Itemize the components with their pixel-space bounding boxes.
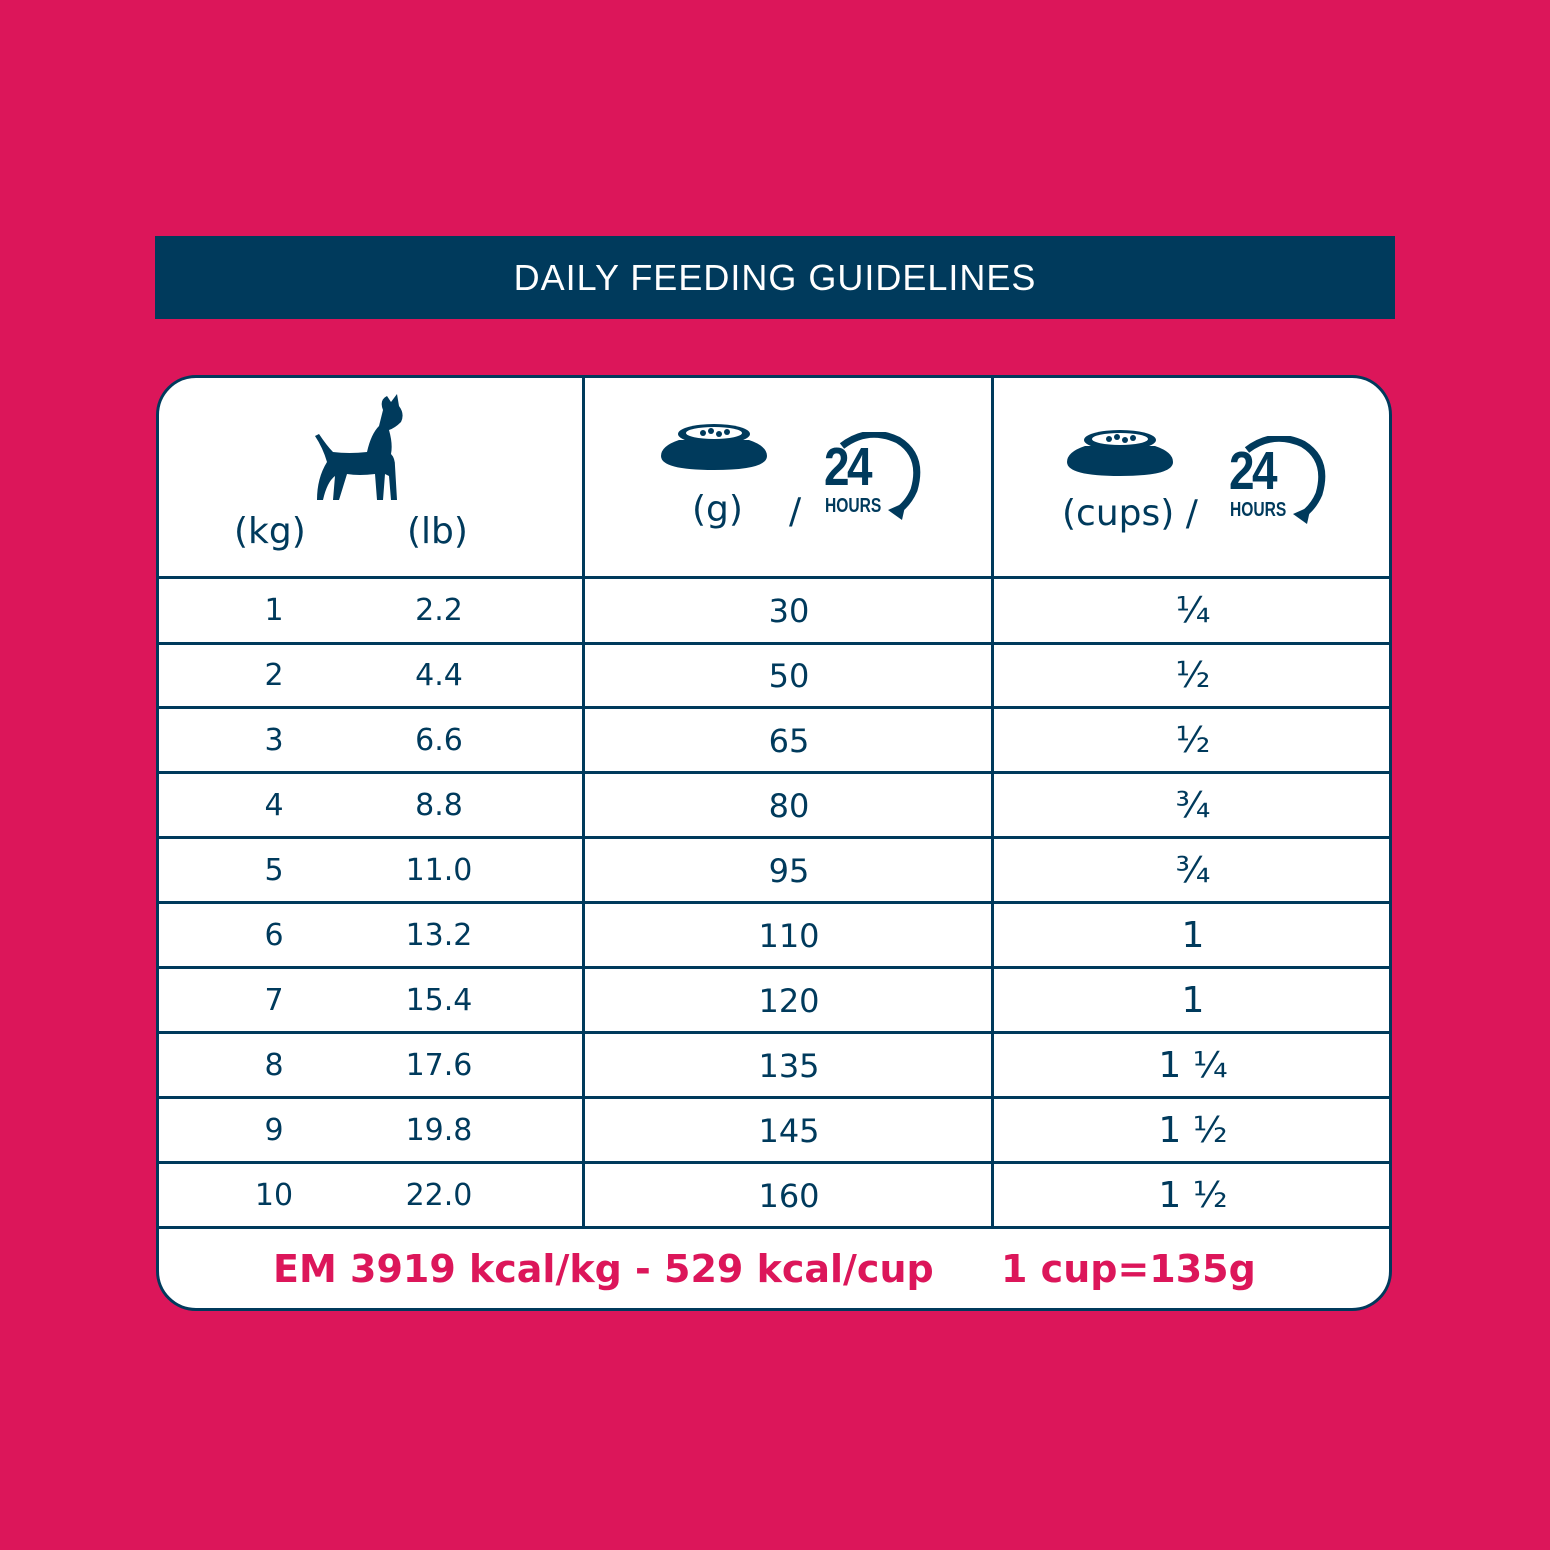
food-bowl-icon [1067, 430, 1173, 476]
amount-grams: 95 [768, 852, 810, 890]
weight-kg: 6 [264, 918, 284, 953]
row-divider [159, 1096, 1389, 1099]
lb-header: (lb) [407, 511, 468, 552]
row-divider [159, 642, 1389, 645]
amount-grams: 110 [758, 917, 820, 955]
feeding-table: (kg) (lb) (g) / 24 HOURS (cups) / 24 HOU… [156, 375, 1392, 1311]
hours-label: HOURS [825, 495, 882, 517]
weight-kg: 5 [264, 853, 284, 888]
row-divider [159, 1031, 1389, 1034]
amount-cups: ½ [1175, 720, 1211, 761]
amount-grams: 160 [758, 1177, 820, 1215]
food-bowl-icon [661, 424, 767, 470]
table-row: 10 22.0 160 1 ½ [159, 1165, 1389, 1227]
weight-lb: 22.0 [405, 1178, 473, 1213]
hours-label: HOURS [1230, 499, 1287, 521]
dog-icon [315, 394, 403, 500]
weight-lb: 8.8 [415, 788, 463, 823]
amount-cups: 1 [1181, 915, 1205, 956]
weight-kg: 1 [264, 593, 284, 628]
amount-grams: 50 [768, 657, 810, 695]
amount-cups: 1 ½ [1158, 1110, 1228, 1151]
amount-grams: 120 [758, 982, 820, 1020]
table-row: 4 8.8 80 ¾ [159, 775, 1389, 837]
hours-number: 24 [824, 437, 873, 497]
cups-header: (cups) / [1062, 493, 1198, 534]
amount-cups: 1 [1181, 980, 1205, 1021]
weight-lb: 2.2 [415, 593, 463, 628]
table-row: 1 2.2 30 ¼ [159, 580, 1389, 642]
amount-cups: ¾ [1175, 850, 1211, 891]
table-row: 7 15.4 120 1 [159, 970, 1389, 1032]
weight-kg: 10 [254, 1178, 294, 1213]
grams-header: (g) [692, 489, 743, 530]
weight-lb: 15.4 [405, 983, 473, 1018]
weight-lb: 19.8 [405, 1113, 473, 1148]
amount-grams: 80 [768, 787, 810, 825]
table-row: 8 17.6 135 1 ¼ [159, 1035, 1389, 1097]
amount-cups: ½ [1175, 655, 1211, 696]
row-divider [159, 836, 1389, 839]
kg-header: (kg) [234, 511, 306, 552]
column-divider [582, 378, 585, 1229]
hours-number: 24 [1229, 441, 1278, 501]
cup-weight-info: 1 cup=135g [1001, 1247, 1256, 1291]
weight-lb: 11.0 [405, 853, 473, 888]
row-divider [159, 901, 1389, 904]
table-row: 6 13.2 110 1 [159, 905, 1389, 967]
amount-grams: 65 [768, 722, 810, 760]
weight-lb: 6.6 [415, 723, 463, 758]
amount-cups: 1 ½ [1158, 1175, 1228, 1216]
column-divider [991, 378, 994, 1229]
energy-info: EM 3919 kcal/kg - 529 kcal/cup [273, 1247, 934, 1291]
amount-grams: 135 [758, 1047, 820, 1085]
amount-cups: 1 ¼ [1158, 1045, 1228, 1086]
weight-kg: 3 [264, 723, 284, 758]
amount-cups: ¾ [1175, 785, 1211, 826]
page-title: DAILY FEEDING GUIDELINES [155, 236, 1395, 319]
weight-lb: 13.2 [405, 918, 473, 953]
table-row: 5 11.0 95 ¾ [159, 840, 1389, 902]
weight-kg: 2 [264, 658, 284, 693]
24-hours-icon: 24 HOURS [822, 432, 932, 532]
24-hours-icon: 24 HOURS [1227, 436, 1337, 536]
amount-cups: ¼ [1175, 590, 1211, 631]
weight-kg: 4 [264, 788, 284, 823]
table-footer: EM 3919 kcal/kg - 529 kcal/cup 1 cup=135… [159, 1229, 1389, 1308]
weight-lb: 17.6 [405, 1048, 473, 1083]
table-row: 3 6.6 65 ½ [159, 710, 1389, 772]
row-divider [159, 771, 1389, 774]
slash-separator: / [789, 491, 802, 532]
row-divider [159, 576, 1389, 579]
weight-kg: 8 [264, 1048, 284, 1083]
weight-kg: 7 [264, 983, 284, 1018]
amount-grams: 30 [768, 592, 810, 630]
amount-grams: 145 [758, 1112, 820, 1150]
weight-kg: 9 [264, 1113, 284, 1148]
weight-lb: 4.4 [415, 658, 463, 693]
table-row: 2 4.4 50 ½ [159, 645, 1389, 707]
row-divider [159, 706, 1389, 709]
table-row: 9 19.8 145 1 ½ [159, 1100, 1389, 1162]
row-divider [159, 1226, 1389, 1229]
row-divider [159, 1161, 1389, 1164]
row-divider [159, 966, 1389, 969]
